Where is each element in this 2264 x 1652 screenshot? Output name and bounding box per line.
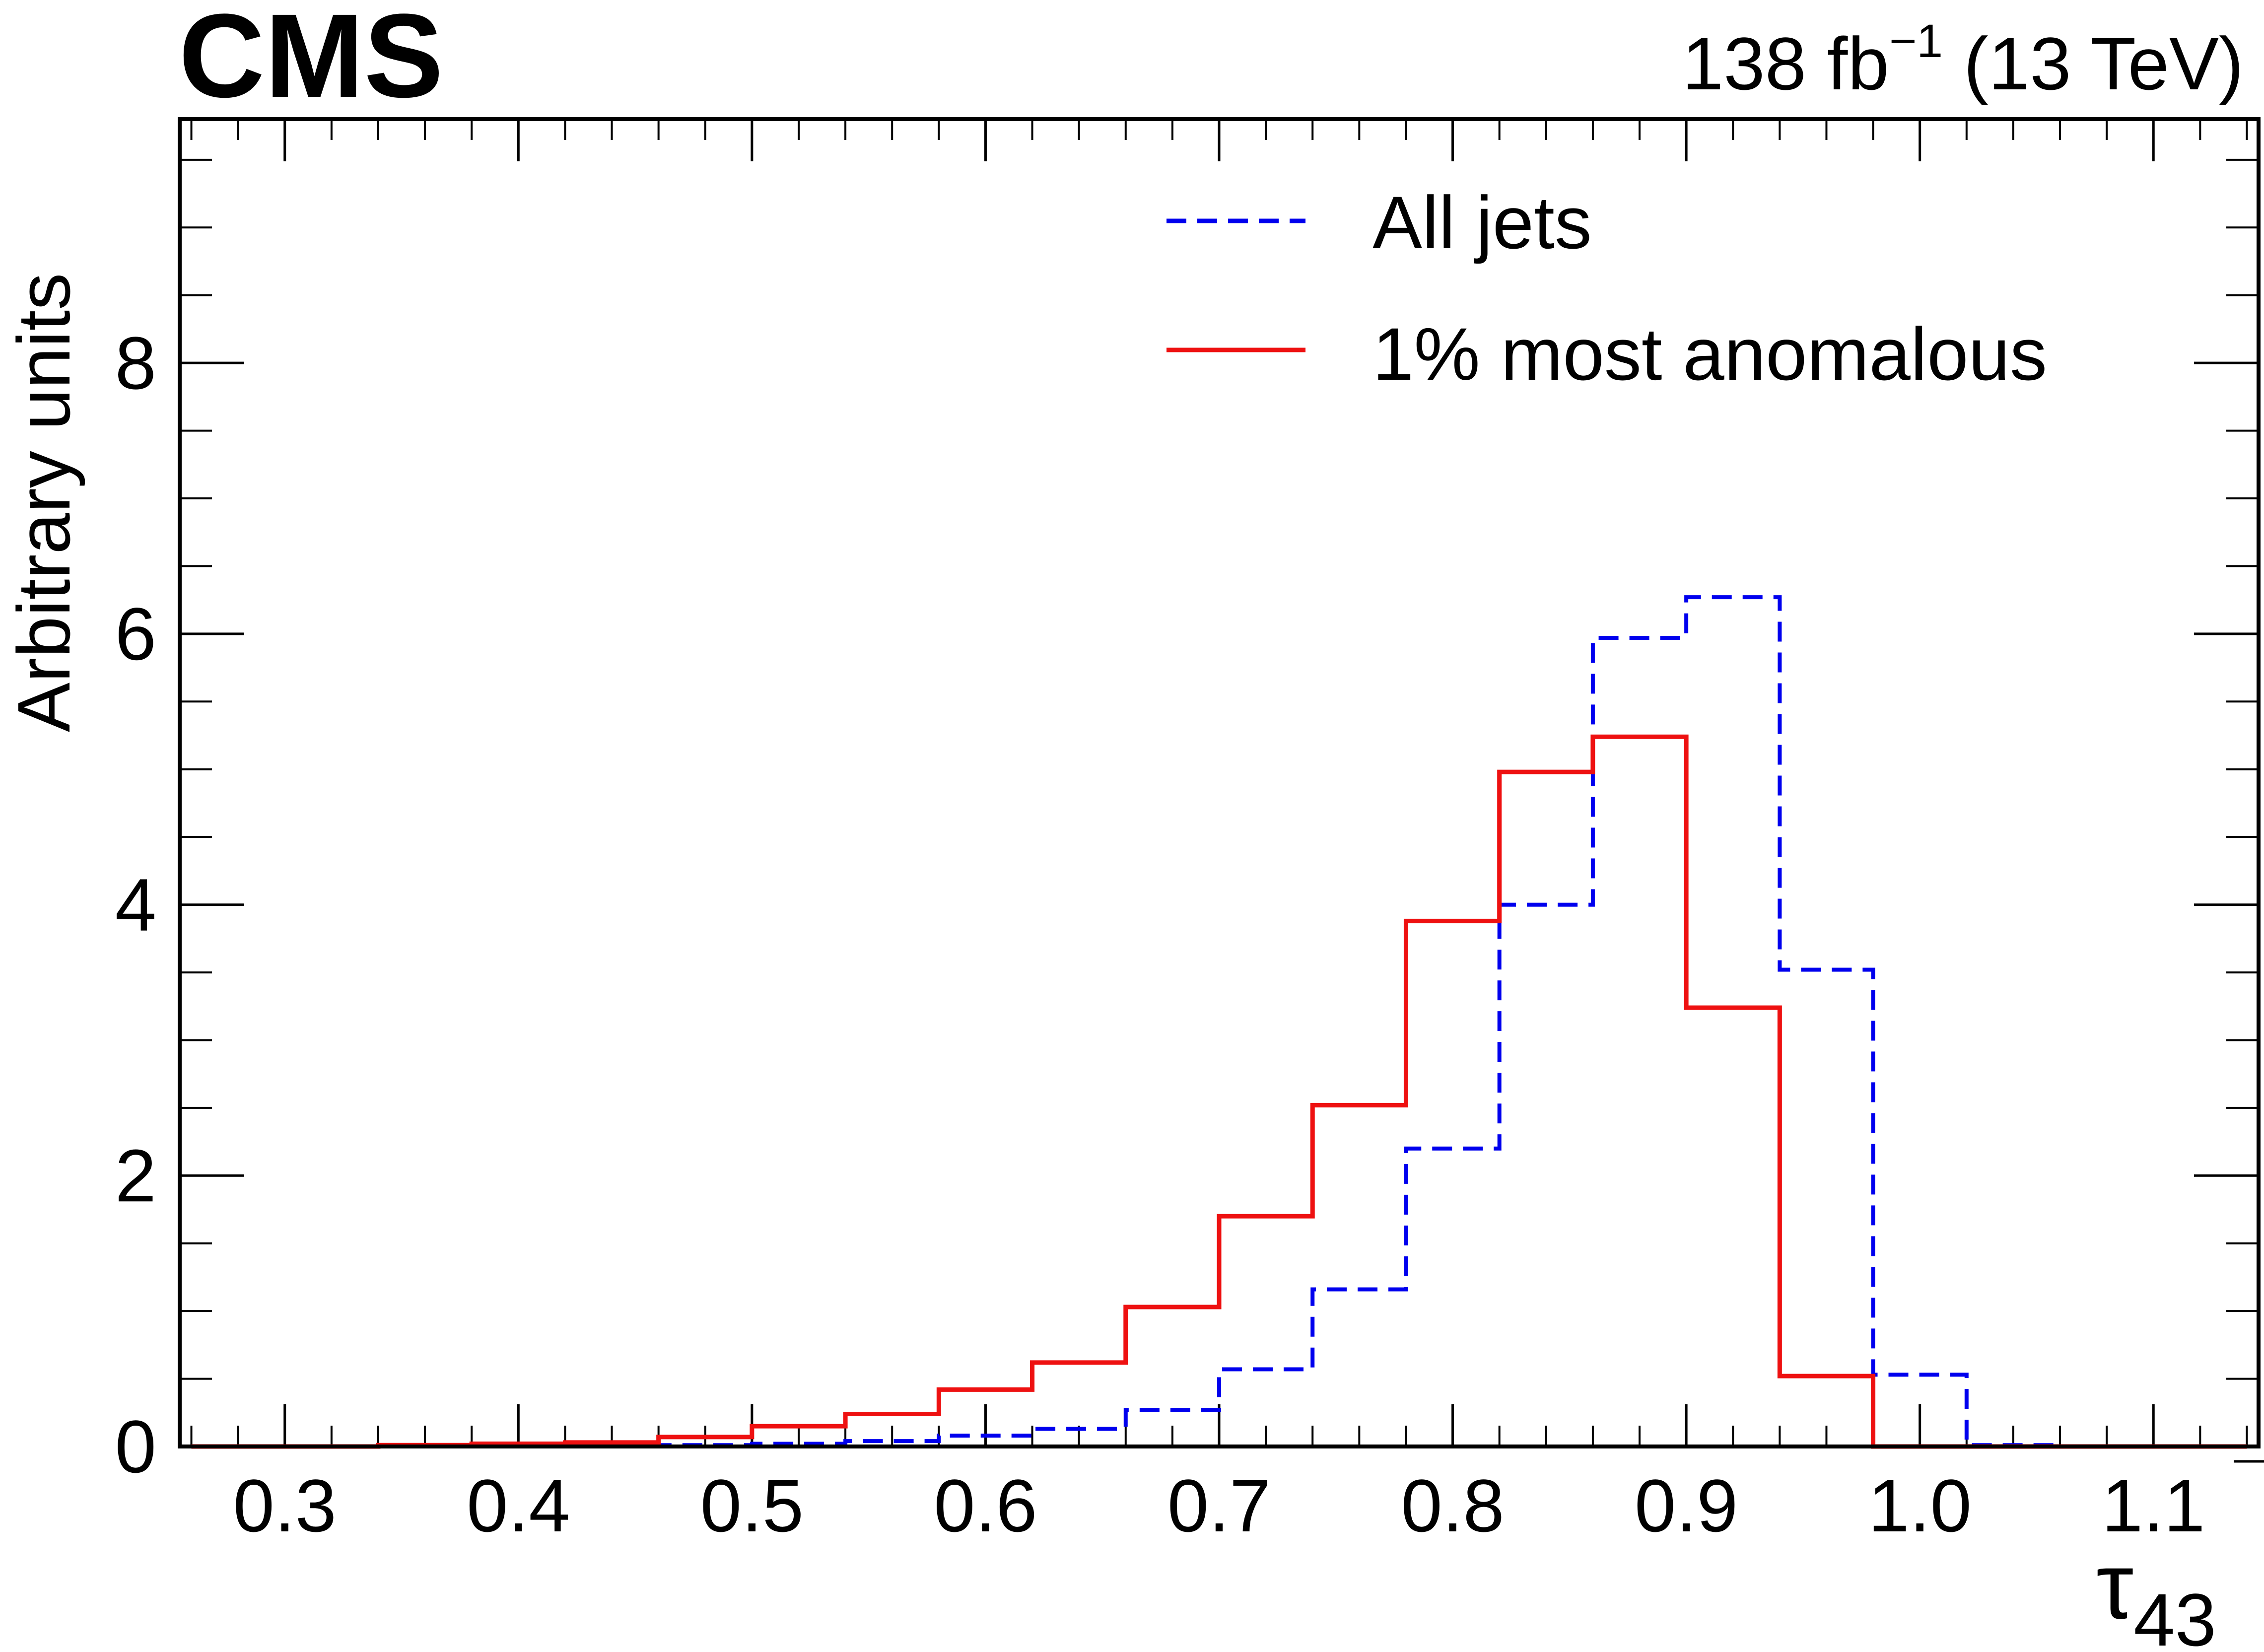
x-axis-subscript: 43 [2133, 1578, 2216, 1652]
experiment-label: CMS [179, 0, 443, 122]
luminosity-label: 138 fb−1 (13 TeV) [1682, 15, 2244, 105]
x-tick-label: 0.5 [700, 1464, 804, 1547]
x-tick-label: 1.0 [1868, 1464, 1972, 1547]
x-tick-label: 0.7 [1167, 1464, 1271, 1547]
y-tick-label: 4 [115, 863, 156, 947]
axis-ticks [180, 119, 2259, 1448]
x-tick-label: 1.1 [2102, 1464, 2205, 1547]
y-axis-title: Arbitrary units [2, 273, 85, 732]
lumi-suffix: (13 TeV) [1943, 22, 2244, 105]
series-most-anomalous-histogram [191, 734, 2247, 1449]
y-tick-label: 8 [115, 321, 156, 405]
x-tick-label: 0.6 [934, 1464, 1037, 1547]
legend-label-most-anomalous: 1% most anomalous [1372, 312, 2047, 396]
series-all-jets-histogram [191, 595, 2247, 1448]
y-tick-label: 6 [115, 592, 156, 676]
x-tick-label: 0.8 [1401, 1464, 1505, 1547]
y-tick-label: 0 [115, 1405, 156, 1488]
y-tick-label: 2 [115, 1134, 156, 1217]
tick-labels: 0.3 0.4 0.5 0.6 0.7 0.8 0.9 1.0 1.1 0 2 4 6 8 [115, 321, 2205, 1547]
legend: All jets 1% most anomalous [1166, 181, 2047, 396]
series-layer [191, 595, 2247, 1449]
x-tick-label: 0.3 [233, 1464, 337, 1547]
lumi-prefix: 138 fb [1682, 22, 1889, 105]
x-tick-label: 0.4 [467, 1464, 570, 1547]
x-axis-title: τ43 [2096, 1533, 2216, 1652]
lumi-exponent: −1 [1889, 15, 1943, 68]
plot-frame [178, 117, 2261, 1448]
legend-label-all-jets: All jets [1372, 181, 1592, 264]
x-tick-label: 0.9 [1635, 1464, 1738, 1547]
x-axis-symbol: τ [2096, 1533, 2133, 1639]
